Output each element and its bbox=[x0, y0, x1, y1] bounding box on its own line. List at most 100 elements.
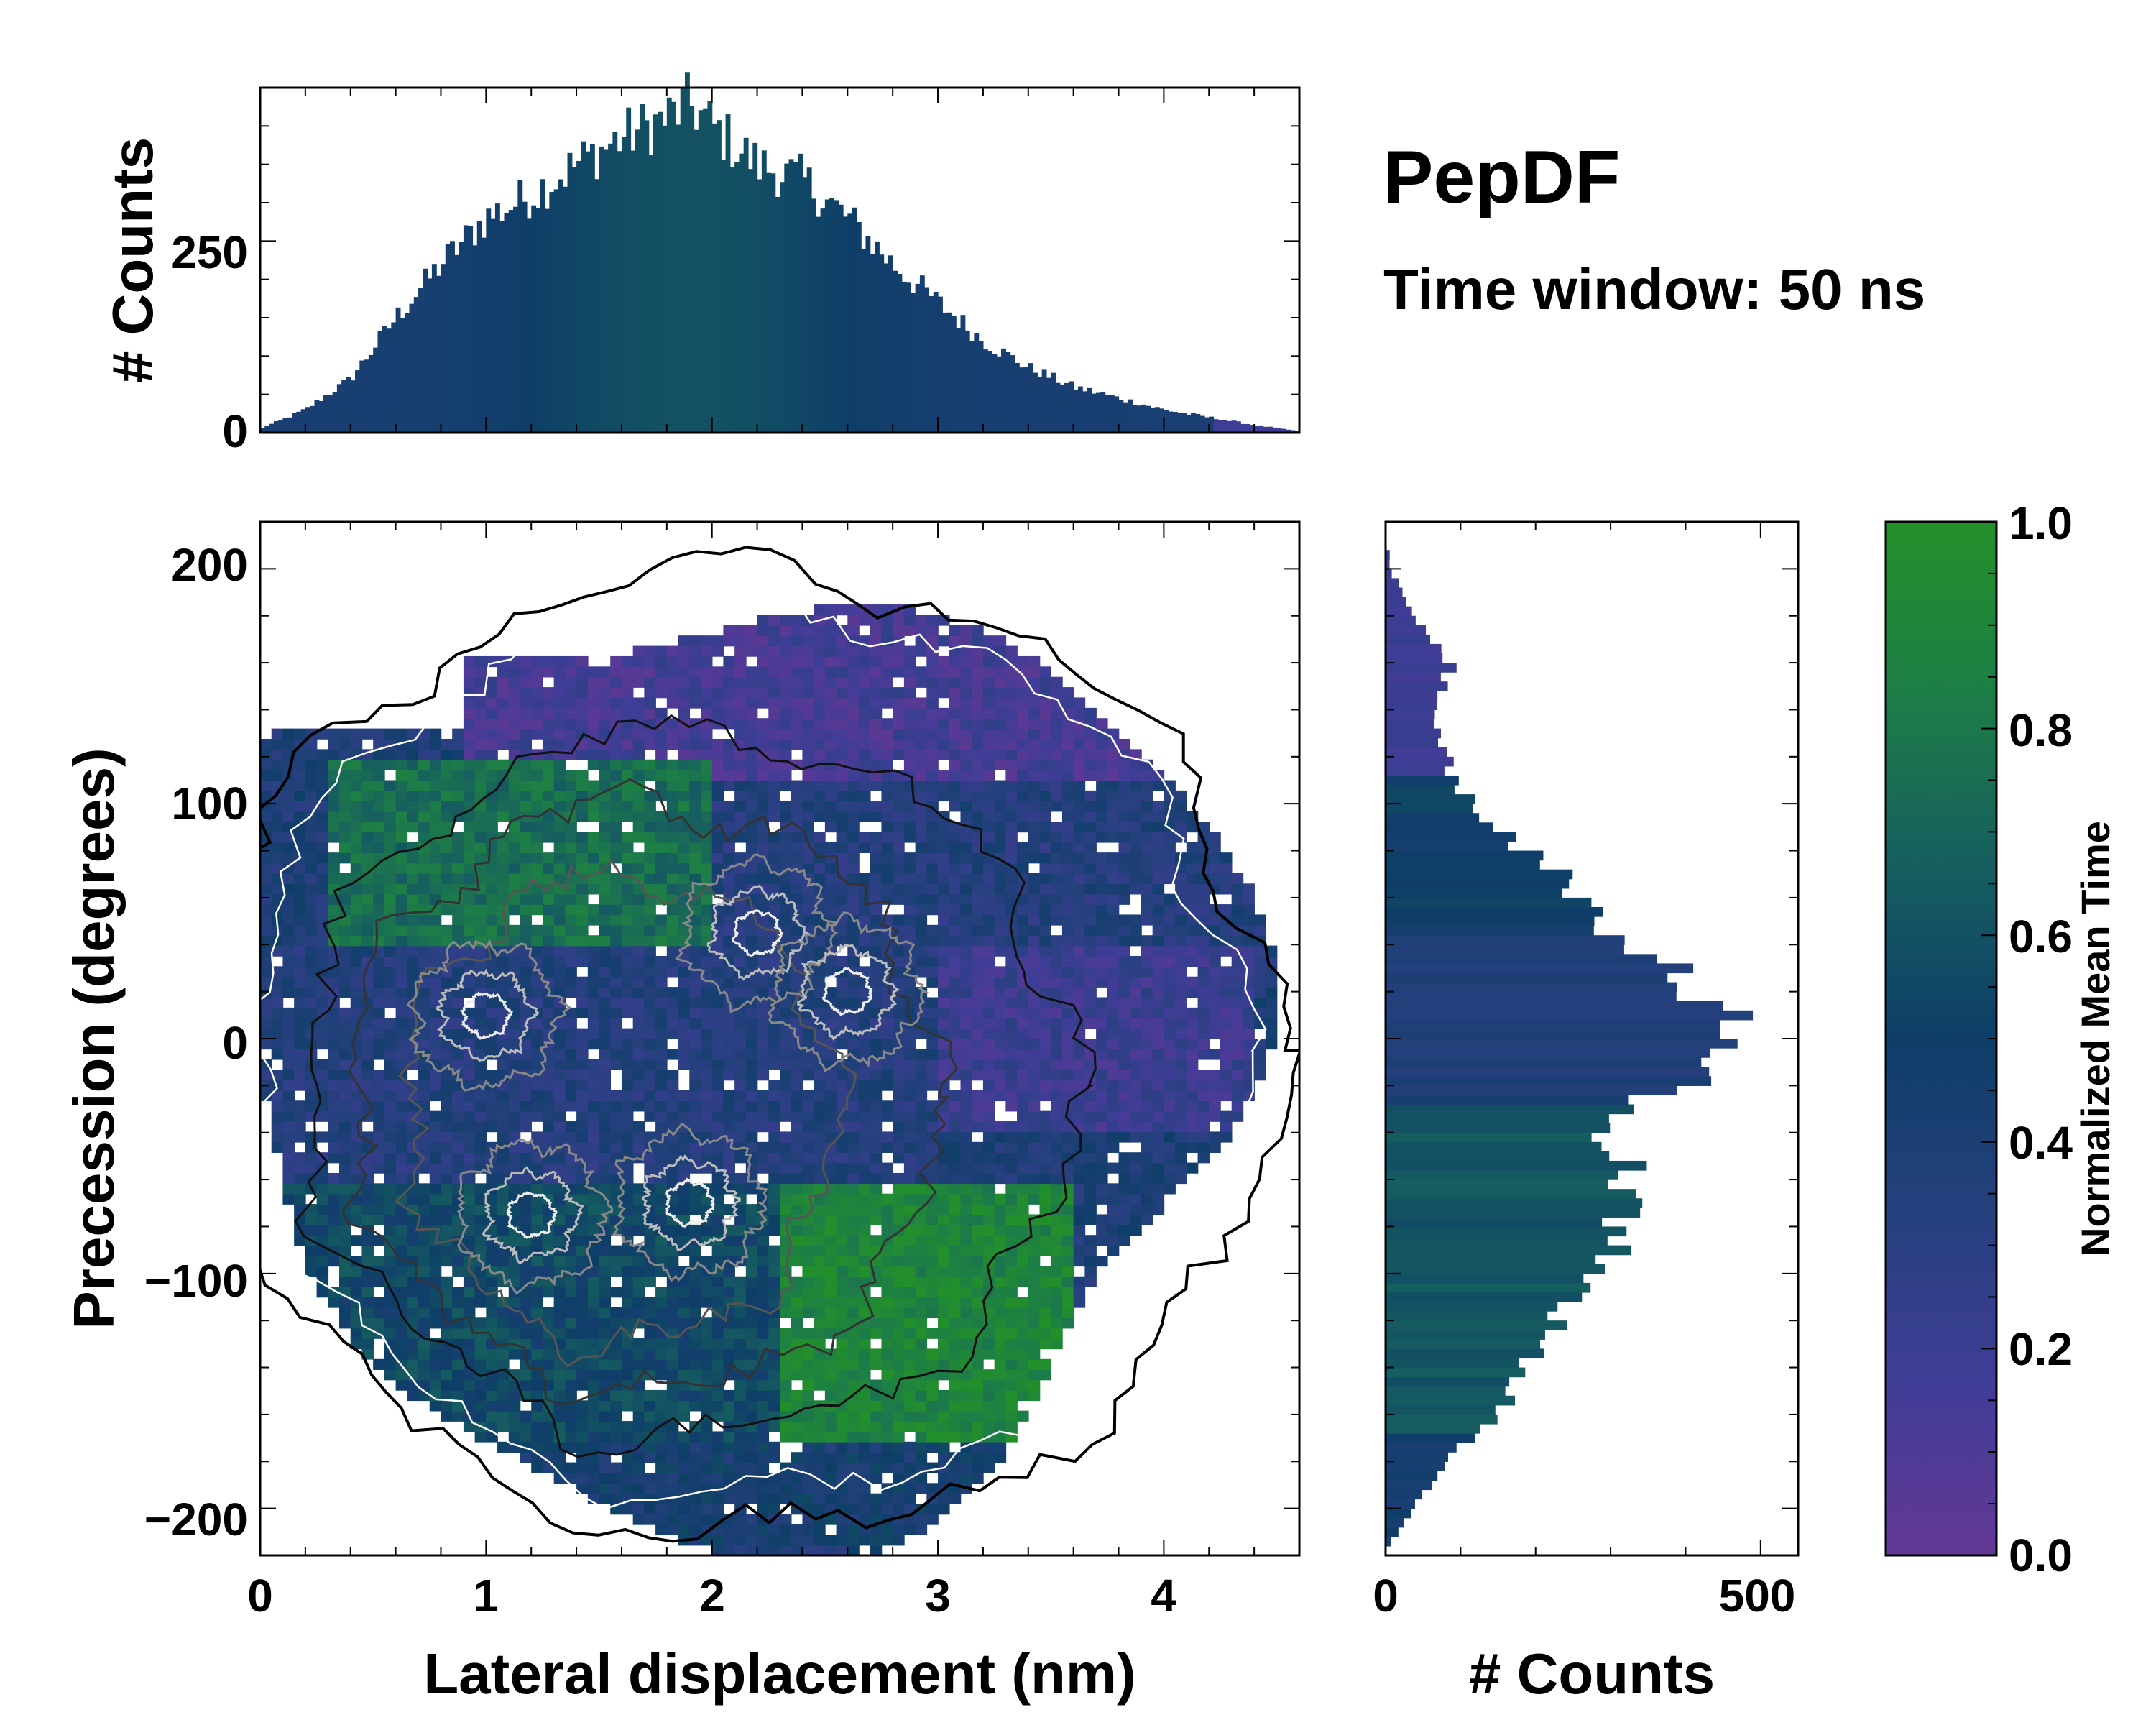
heatmap-cell bbox=[542, 1204, 555, 1215]
heatmap-cell bbox=[949, 1358, 962, 1370]
heatmap-cell bbox=[610, 1410, 622, 1422]
heatmap-cell bbox=[339, 1110, 351, 1122]
heatmap-cell bbox=[610, 656, 622, 668]
heatmap-cell bbox=[926, 770, 939, 781]
heatmap-cell bbox=[621, 1421, 634, 1432]
heatmap-cell bbox=[350, 883, 363, 895]
heatmap-cell bbox=[452, 1152, 464, 1164]
heatmap-cell bbox=[463, 1100, 476, 1112]
heatmap-cell bbox=[350, 924, 363, 936]
heatmap-cell bbox=[745, 832, 758, 843]
heatmap-cell bbox=[599, 1152, 612, 1164]
heatmap-cell bbox=[700, 738, 713, 750]
heatmap-cell bbox=[271, 1090, 284, 1102]
heatmap-cell bbox=[780, 1338, 792, 1350]
heatmap-cell bbox=[723, 1090, 735, 1102]
heatmap-cell bbox=[328, 1141, 340, 1153]
heatmap-cell bbox=[678, 1338, 691, 1350]
heatmap-cell bbox=[824, 1493, 837, 1504]
heatmap-cell bbox=[587, 759, 600, 770]
heatmap-cell bbox=[599, 1162, 612, 1174]
heatmap-cell bbox=[316, 770, 329, 781]
heatmap-cell bbox=[723, 1287, 735, 1298]
heatmap-cell bbox=[802, 676, 814, 688]
heatmap-cell bbox=[678, 759, 691, 770]
heatmap-cell bbox=[768, 1421, 780, 1432]
heatmap-cell bbox=[791, 883, 803, 895]
heatmap-cell bbox=[474, 1214, 487, 1225]
heatmap-cell bbox=[418, 801, 430, 812]
heatmap-cell bbox=[824, 738, 837, 750]
heatmap-cell bbox=[938, 1297, 950, 1308]
heatmap-cell bbox=[305, 904, 318, 916]
heatmap-cell bbox=[599, 935, 612, 947]
heatmap-cell bbox=[711, 811, 724, 822]
top-hist-bar bbox=[1059, 384, 1065, 433]
heatmap-cells bbox=[260, 604, 1278, 1555]
heatmap-cell bbox=[655, 1287, 668, 1298]
heatmap-cell bbox=[836, 1483, 849, 1494]
top-hist-bar bbox=[788, 159, 794, 433]
heatmap-cell bbox=[903, 1059, 916, 1070]
heatmap-cell bbox=[870, 1204, 883, 1215]
heatmap-cell bbox=[802, 1070, 814, 1081]
heatmap-cell bbox=[870, 1535, 883, 1546]
heatmap-cell bbox=[960, 1472, 972, 1484]
heatmap-cell bbox=[938, 790, 950, 802]
heatmap-cell bbox=[339, 728, 351, 740]
heatmap-cell bbox=[893, 656, 905, 668]
heatmap-cell bbox=[610, 1307, 622, 1319]
heatmap-cell bbox=[757, 1121, 770, 1133]
heatmap-cell bbox=[508, 656, 521, 668]
heatmap-cell bbox=[531, 822, 543, 833]
heatmap-cell bbox=[881, 822, 893, 833]
heatmap-cell bbox=[700, 1235, 713, 1246]
heatmap-cell bbox=[734, 1183, 747, 1195]
heatmap-cell bbox=[384, 832, 397, 843]
heatmap-cell bbox=[632, 1504, 645, 1515]
heatmap-cell bbox=[678, 645, 691, 657]
heatmap-cell bbox=[305, 1255, 318, 1267]
heatmap-cell bbox=[836, 924, 849, 936]
heatmap-cell bbox=[384, 749, 397, 760]
heatmap-cell bbox=[305, 893, 318, 905]
heatmap-cell bbox=[621, 1028, 634, 1039]
top-histogram-bars bbox=[260, 72, 1300, 433]
heatmap-cell bbox=[373, 1358, 385, 1370]
heatmap-cell bbox=[486, 801, 498, 812]
top-hist-bar bbox=[418, 288, 423, 433]
heatmap-cell bbox=[689, 873, 701, 885]
heatmap-cell bbox=[836, 893, 849, 905]
heatmap-cell bbox=[745, 749, 758, 760]
heatmap-cell bbox=[881, 1018, 893, 1029]
heatmap-cell bbox=[531, 904, 543, 916]
heatmap-cell bbox=[429, 1317, 442, 1329]
heatmap-cell bbox=[745, 862, 758, 874]
heatmap-cell bbox=[632, 904, 645, 916]
heatmap-cell bbox=[655, 738, 668, 750]
heatmap-cell bbox=[328, 852, 340, 864]
heatmap-cell bbox=[407, 1287, 419, 1298]
heatmap-cell bbox=[384, 873, 397, 885]
heatmap-cell bbox=[700, 1039, 713, 1050]
heatmap-cell bbox=[542, 945, 555, 957]
heatmap-cell bbox=[452, 945, 464, 957]
heatmap-cell bbox=[700, 1297, 713, 1308]
heatmap-cell bbox=[847, 1183, 860, 1195]
heatmap-cell bbox=[960, 697, 972, 709]
heatmap-cell bbox=[847, 1545, 860, 1555]
heatmap-cell bbox=[599, 1462, 612, 1473]
heatmap-cell bbox=[542, 759, 555, 770]
heatmap-cell bbox=[452, 1255, 464, 1267]
heatmap-cell bbox=[960, 1204, 972, 1215]
heatmap-cell bbox=[373, 1028, 385, 1039]
heatmap-cell bbox=[745, 770, 758, 781]
heatmap-cell bbox=[768, 1193, 780, 1205]
heatmap-cell bbox=[926, 1100, 939, 1112]
heatmap-cell bbox=[373, 1162, 385, 1174]
heatmap-cell bbox=[350, 1100, 363, 1112]
heatmap-cell bbox=[610, 883, 622, 895]
heatmap-cell bbox=[474, 749, 487, 760]
heatmap-cell bbox=[666, 1007, 679, 1019]
heatmap-cell bbox=[893, 893, 905, 905]
